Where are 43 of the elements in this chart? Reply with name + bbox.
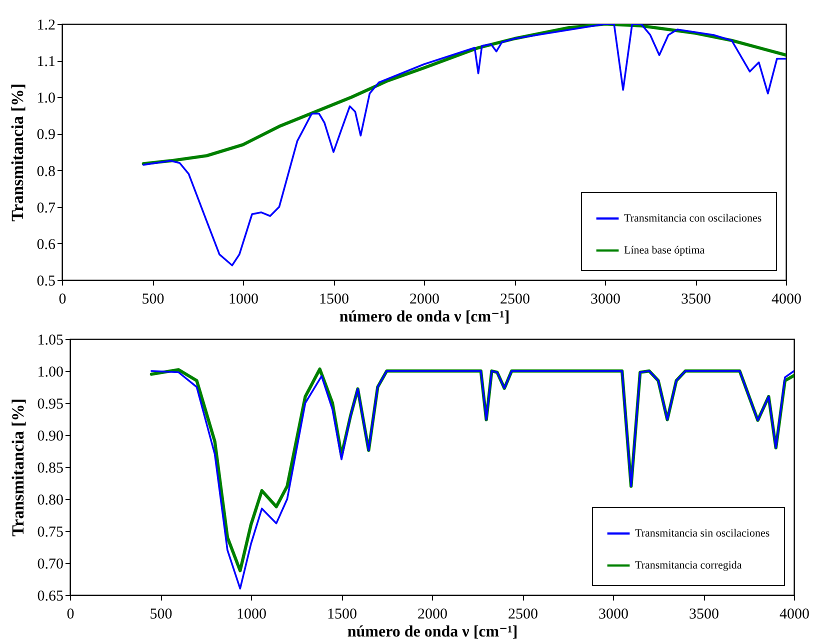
- y-tick-label: 0.9: [36, 127, 56, 144]
- y-tick-label: 0.75: [37, 524, 64, 540]
- x-tick-label: 500: [150, 606, 172, 622]
- x-tick-label: 3000: [590, 292, 620, 308]
- legend-label: Línea base óptima: [624, 244, 705, 256]
- x-tick-label: 3000: [598, 606, 628, 622]
- y-axis-title: Transmitancia [%]: [8, 398, 28, 537]
- y-tick-label: 0.70: [37, 556, 64, 572]
- x-tick-label: 4000: [772, 292, 802, 308]
- legend-label: Transmitancia sin oscilaciones: [635, 528, 770, 540]
- y-tick-label: 0.5: [36, 274, 56, 290]
- x-tick-label: 1500: [319, 292, 349, 308]
- x-axis-title: número de onda ν [cm⁻¹]: [347, 624, 518, 640]
- x-tick-label: 1000: [236, 606, 266, 622]
- x-tick-label: 2000: [418, 606, 448, 622]
- legend-label: Transmitancia con oscilaciones: [624, 212, 762, 224]
- x-tick-label: 0: [58, 292, 66, 308]
- y-tick-label: 0.8: [36, 164, 56, 180]
- x-tick-label: 3500: [681, 292, 711, 308]
- y-tick-label: 1.00: [37, 364, 64, 380]
- x-axis-title: número de onda ν [cm⁻¹]: [339, 308, 510, 326]
- y-tick-label: 0.65: [37, 588, 64, 604]
- legend-label: Transmitancia corregida: [635, 560, 742, 572]
- x-tick-label: 1500: [327, 606, 357, 622]
- y-tick-label: 0.90: [37, 428, 64, 444]
- y-tick-label: 0.6: [36, 236, 56, 253]
- x-tick-label: 2000: [410, 292, 440, 308]
- x-tick-label: 0: [66, 606, 74, 622]
- y-axis-title: Transmitancia [%]: [8, 83, 27, 222]
- y-tick-label: 1.2: [36, 18, 56, 34]
- y-tick-label: 0.85: [37, 460, 64, 476]
- x-tick-label: 4000: [780, 606, 810, 622]
- y-tick-label: 0.95: [37, 396, 64, 412]
- x-tick-label: 2500: [500, 292, 530, 308]
- y-tick-label: 0.80: [37, 492, 64, 508]
- x-tick-label: 500: [142, 292, 164, 308]
- y-tick-label: 1.0: [36, 90, 56, 107]
- x-tick-label: 1000: [228, 292, 258, 308]
- y-tick-label: 1.1: [36, 54, 56, 70]
- x-tick-label: 2500: [508, 606, 538, 622]
- y-tick-label: 0.7: [36, 200, 56, 216]
- y-tick-label: 1.05: [37, 332, 64, 348]
- x-tick-label: 3500: [689, 606, 719, 622]
